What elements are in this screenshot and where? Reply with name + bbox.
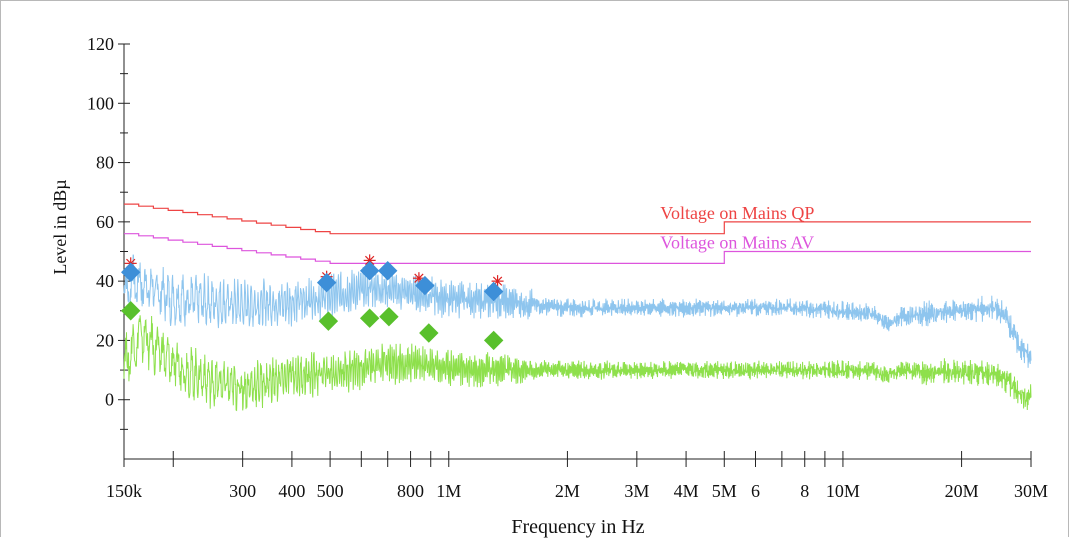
av-diamond-marker [121, 301, 141, 321]
asterisk-stroke [414, 273, 424, 283]
x-tick-label: 8 [800, 481, 809, 501]
measurement-markers [121, 254, 504, 351]
peak-asterisk-marker [363, 254, 376, 267]
x-tick-label: 300 [229, 481, 256, 501]
x-tick-label: 150k [106, 481, 142, 501]
limit-line-label: Voltage on Mains QP [660, 203, 814, 223]
x-tick-label: 800 [397, 481, 424, 501]
qp-diamond-marker [377, 261, 398, 281]
y-tick-label: 100 [87, 93, 114, 113]
av-diamond-marker [419, 323, 439, 343]
y-tick-label: 120 [87, 34, 114, 54]
qp-diamond-marker [483, 281, 504, 302]
x-tick-label: 3M [624, 481, 649, 501]
x-tick-label: 500 [317, 481, 344, 501]
av-diamond-marker [318, 311, 339, 331]
av-diamond-marker [359, 308, 380, 328]
qp-diamond-marker [415, 275, 435, 296]
qp-diamond-marker [121, 262, 141, 282]
asterisk-stroke [365, 255, 375, 266]
limit-line-label: Voltage on Mains AV [660, 233, 814, 253]
x-tick-label: 4M [674, 481, 699, 501]
x-tick-label: 1M [436, 481, 461, 501]
measurement-traces [123, 254, 1032, 412]
qp-diamond-marker [316, 272, 337, 293]
av-diamond-marker [379, 307, 399, 327]
qp-diamond-marker [359, 261, 380, 281]
x-tick-label: 5M [712, 481, 737, 501]
labels: Level in dBµ Frequency in Hz [50, 179, 645, 538]
limit-lines: Voltage on Mains QP Voltage on Mains AV [124, 203, 1031, 264]
y-tick-label: 40 [96, 271, 114, 291]
x-tick-label: 400 [278, 481, 305, 501]
x-tick-label: 20M [945, 481, 979, 501]
y-tick-label: 20 [96, 330, 114, 350]
y-tick-label: 0 [105, 390, 114, 410]
x-tick-label: 2M [555, 481, 580, 501]
y-tick-label: 80 [96, 153, 114, 173]
measurement-trace [123, 254, 1032, 368]
x-tick-label: 30M [1014, 481, 1048, 501]
av-diamond-marker [483, 330, 504, 351]
y-axis-label: Level in dBµ [50, 179, 70, 274]
x-tick-label: 10M [826, 481, 860, 501]
y-tick-label: 60 [96, 212, 114, 232]
peak-asterisk-marker [491, 275, 504, 288]
measurement-trace [123, 315, 1032, 412]
axes: 0 20 40 60 80 100 120 150k 300 400 500 800 1M 2M 3M 4M 5… [87, 34, 1048, 501]
limit-line [124, 203, 1031, 235]
x-tick-label: 6 [751, 481, 760, 501]
x-axis-label: Frequency in Hz [511, 516, 644, 538]
limit-line [124, 233, 1031, 264]
